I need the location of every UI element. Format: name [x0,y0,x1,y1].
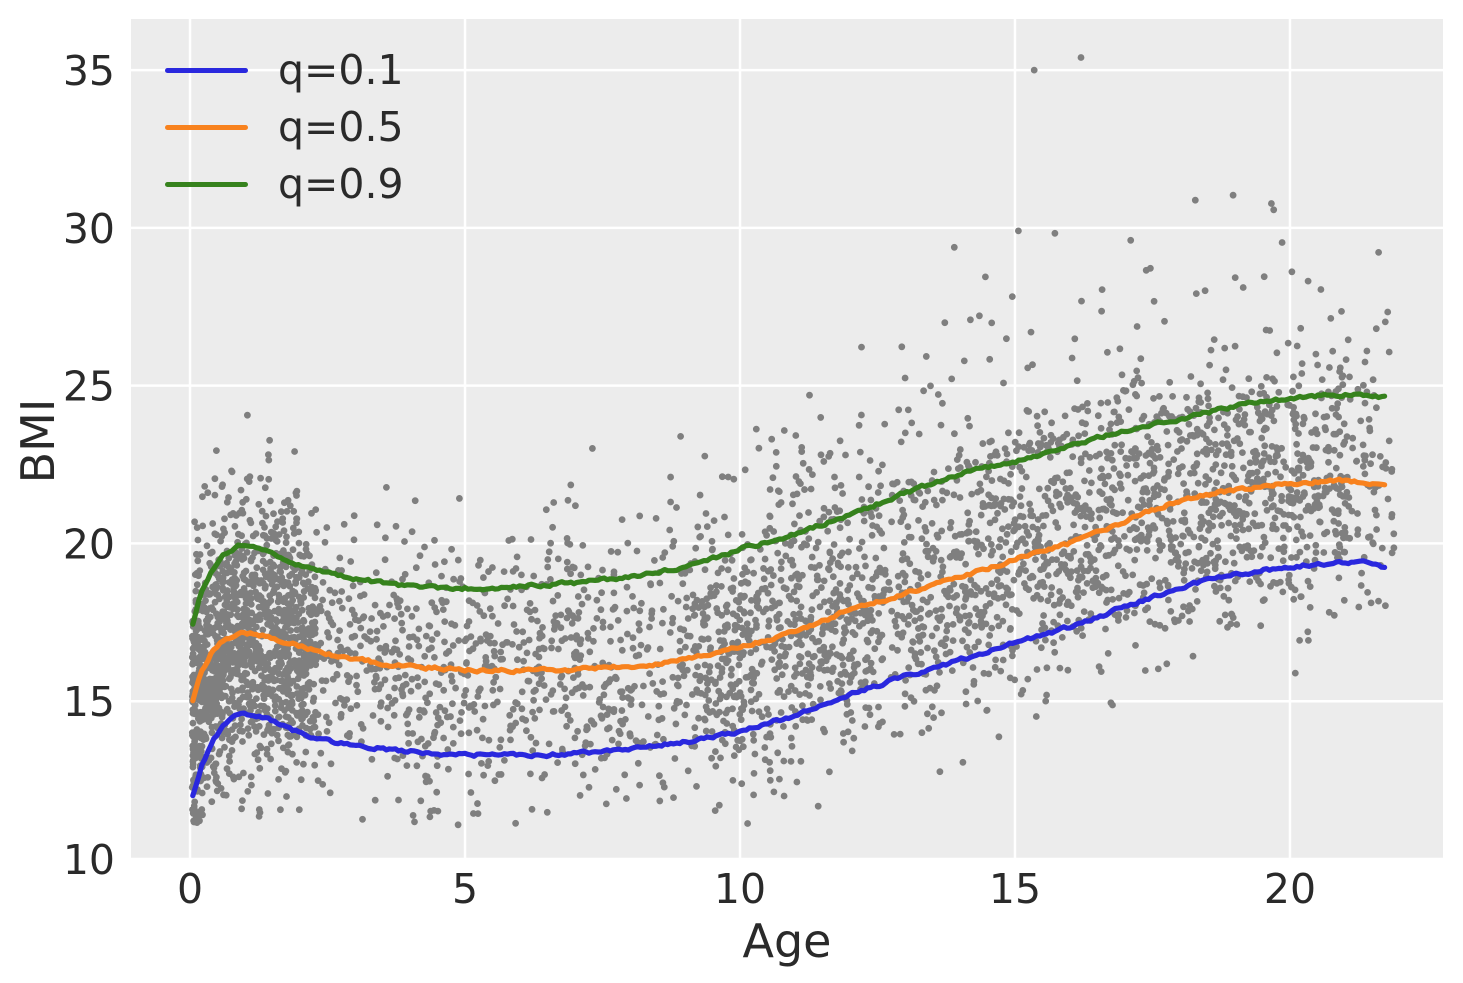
quantile-line-q5 [190,476,1388,704]
scatter-points [188,54,1398,829]
x-tick-label: 5 [452,865,478,913]
y-tick-label: 20 [63,520,115,568]
legend-item-q10: q=0.1 [165,42,404,99]
x-tick-label: 10 [714,865,766,913]
legend-label-q10: q=0.1 [278,46,404,94]
legend-line-q10-icon [165,68,248,73]
x-tick-label: 15 [989,865,1041,913]
legend-item-q90: q=0.9 [165,156,404,213]
gridlines [131,19,1443,861]
legend-item-q50: q=0.5 [165,99,404,156]
legend-line-q90-icon [165,182,248,187]
quantile-line-q1 [190,558,1388,799]
y-tick-label: 25 [63,363,115,411]
y-tick-label: 35 [63,47,115,95]
legend-label-q90: q=0.9 [278,160,404,208]
legend-line-q50-icon [165,125,248,130]
x-tick-label: 20 [1264,865,1316,913]
y-axis-label: BMI [11,398,65,484]
y-tick-label: 15 [63,678,115,726]
y-tick-label: 30 [63,205,115,253]
x-tick-label: 0 [177,865,203,913]
legend: q=0.1 q=0.5 q=0.9 [165,42,404,213]
legend-label-q50: q=0.5 [278,103,404,151]
x-axis-label: Age [742,914,832,968]
y-tick-label: 10 [63,836,115,884]
scatter-path [188,54,1398,829]
quantile-line-q9 [190,391,1388,627]
